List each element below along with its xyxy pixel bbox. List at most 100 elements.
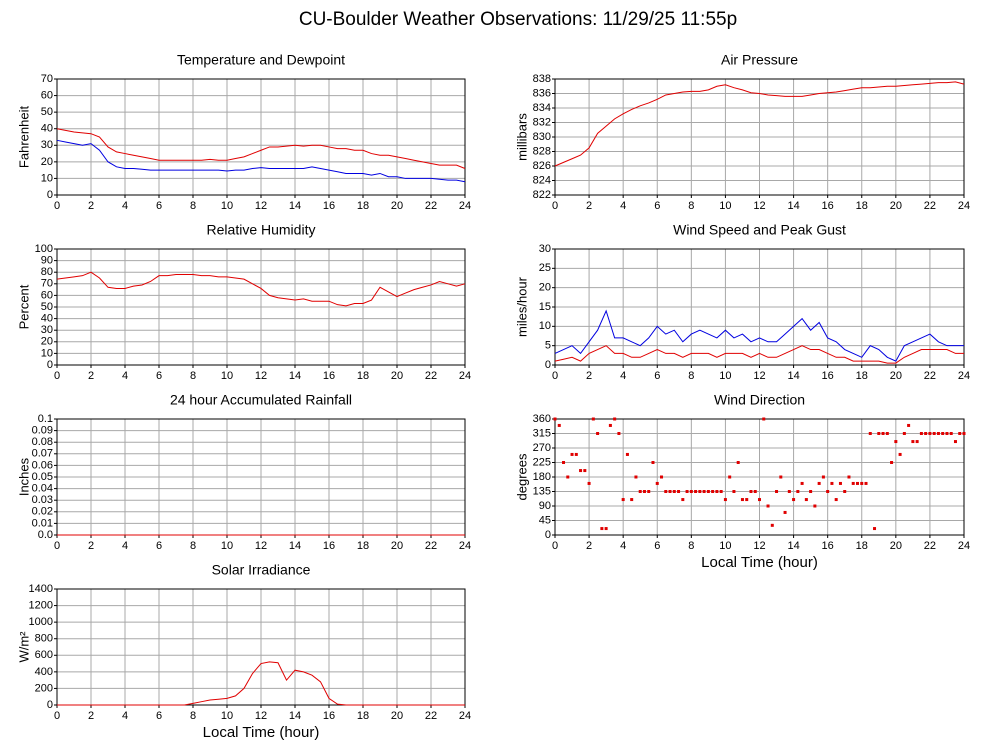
data-point [838, 481, 842, 485]
data-point [885, 432, 889, 435]
x-tick-label: 16 [323, 370, 335, 382]
data-point [915, 440, 919, 444]
x-tick-label: 8 [190, 710, 196, 722]
data-point [804, 498, 808, 502]
panel-title: Temperature and Dewpoint [177, 52, 345, 68]
data-point [881, 432, 885, 435]
data-point [843, 490, 847, 493]
data-point [689, 490, 693, 493]
x-tick-label: 16 [323, 200, 335, 212]
x-tick-label: 24 [459, 370, 471, 382]
y-tick-label: 200 [35, 682, 53, 694]
data-point [702, 490, 706, 493]
data-point [817, 481, 821, 485]
x-tick-label: 14 [289, 710, 301, 722]
data-point [719, 490, 723, 493]
x-tick-label: 18 [357, 710, 369, 722]
data-point [902, 432, 906, 435]
y-axis-label: Fahrenheit [16, 106, 31, 169]
x-tick-label: 0 [54, 710, 60, 722]
y-tick-label: 40 [41, 313, 53, 325]
y-tick-label: 40 [41, 123, 53, 135]
x-tick-label: 20 [890, 200, 902, 212]
plot-frame [56, 248, 466, 366]
data-point [596, 432, 600, 435]
data-point [681, 498, 685, 502]
y-tick-label: 225 [533, 456, 551, 468]
x-tick-label: 14 [787, 370, 799, 382]
y-tick-label: 832 [533, 116, 551, 128]
data-point [792, 498, 796, 502]
x-tick-label: 24 [958, 540, 970, 552]
x-tick-label: 18 [357, 200, 369, 212]
y-tick-label: 180 [533, 471, 551, 483]
y-tick-label: 20 [539, 282, 551, 294]
data-point [962, 432, 966, 435]
data-point [958, 432, 962, 435]
data-point [868, 432, 872, 435]
data-point [919, 432, 923, 435]
y-tick-label: 70 [41, 278, 53, 290]
data-point [890, 461, 894, 464]
data-point [864, 481, 868, 485]
data-point [860, 481, 864, 485]
x-tick-label: 4 [122, 540, 128, 552]
data-point [604, 527, 608, 531]
y-tick-label: 50 [41, 301, 53, 313]
y-tick-label: 826 [533, 160, 551, 172]
y-tick-label: 60 [41, 289, 53, 301]
x-tick-label: 20 [391, 370, 403, 382]
x-tick-label: 18 [357, 540, 369, 552]
x-tick-label: 4 [620, 200, 626, 212]
x-tick-label: 8 [688, 370, 694, 382]
x-tick-label: 16 [822, 540, 834, 552]
data-point [660, 475, 664, 479]
y-tick-label: 0.01 [32, 517, 53, 529]
data-point [672, 490, 676, 493]
x-tick-label: 22 [425, 540, 437, 552]
x-tick-label: 0 [54, 540, 60, 552]
x-tick-label: 12 [255, 540, 267, 552]
panel-title: Air Pressure [721, 52, 798, 68]
y-tick-label: 25 [539, 262, 551, 274]
x-axis-label: Local Time (hour) [701, 554, 818, 571]
y-tick-label: 830 [533, 131, 551, 143]
x-tick-label: 14 [289, 200, 301, 212]
y-tick-label: 0.09 [32, 425, 53, 437]
x-tick-label: 14 [289, 370, 301, 382]
y-tick-label: 0.05 [32, 471, 53, 483]
y-tick-label: 135 [533, 485, 551, 497]
x-tick-label: 6 [654, 540, 660, 552]
data-point [685, 490, 689, 493]
data-point [749, 490, 753, 493]
data-point [796, 490, 800, 493]
data-point [821, 475, 825, 479]
y-tick-label: 400 [35, 666, 53, 678]
y-tick-label: 315 [533, 427, 551, 439]
data-point [851, 481, 855, 485]
data-point [621, 498, 625, 502]
data-point [728, 475, 732, 479]
data-point [898, 452, 902, 456]
x-tick-label: 10 [719, 370, 731, 382]
x-tick-label: 12 [753, 200, 765, 212]
data-point [630, 498, 634, 502]
data-point [587, 481, 591, 485]
x-tick-label: 4 [620, 370, 626, 382]
y-tick-label: 15 [539, 301, 551, 313]
data-point [787, 490, 791, 493]
y-axis-label: millibars [514, 113, 529, 161]
y-tick-label: 0 [47, 359, 53, 371]
y-tick-label: 80 [41, 266, 53, 278]
data-point [642, 490, 646, 493]
x-tick-label: 2 [88, 540, 94, 552]
x-tick-label: 14 [787, 200, 799, 212]
data-point [753, 490, 757, 493]
panel-title: Wind Speed and Peak Gust [673, 222, 846, 238]
data-line [554, 345, 964, 364]
x-tick-label: 20 [391, 200, 403, 212]
data-point [638, 490, 642, 493]
x-tick-label: 10 [719, 540, 731, 552]
y-tick-label: 0 [47, 189, 53, 201]
data-point [783, 510, 787, 514]
